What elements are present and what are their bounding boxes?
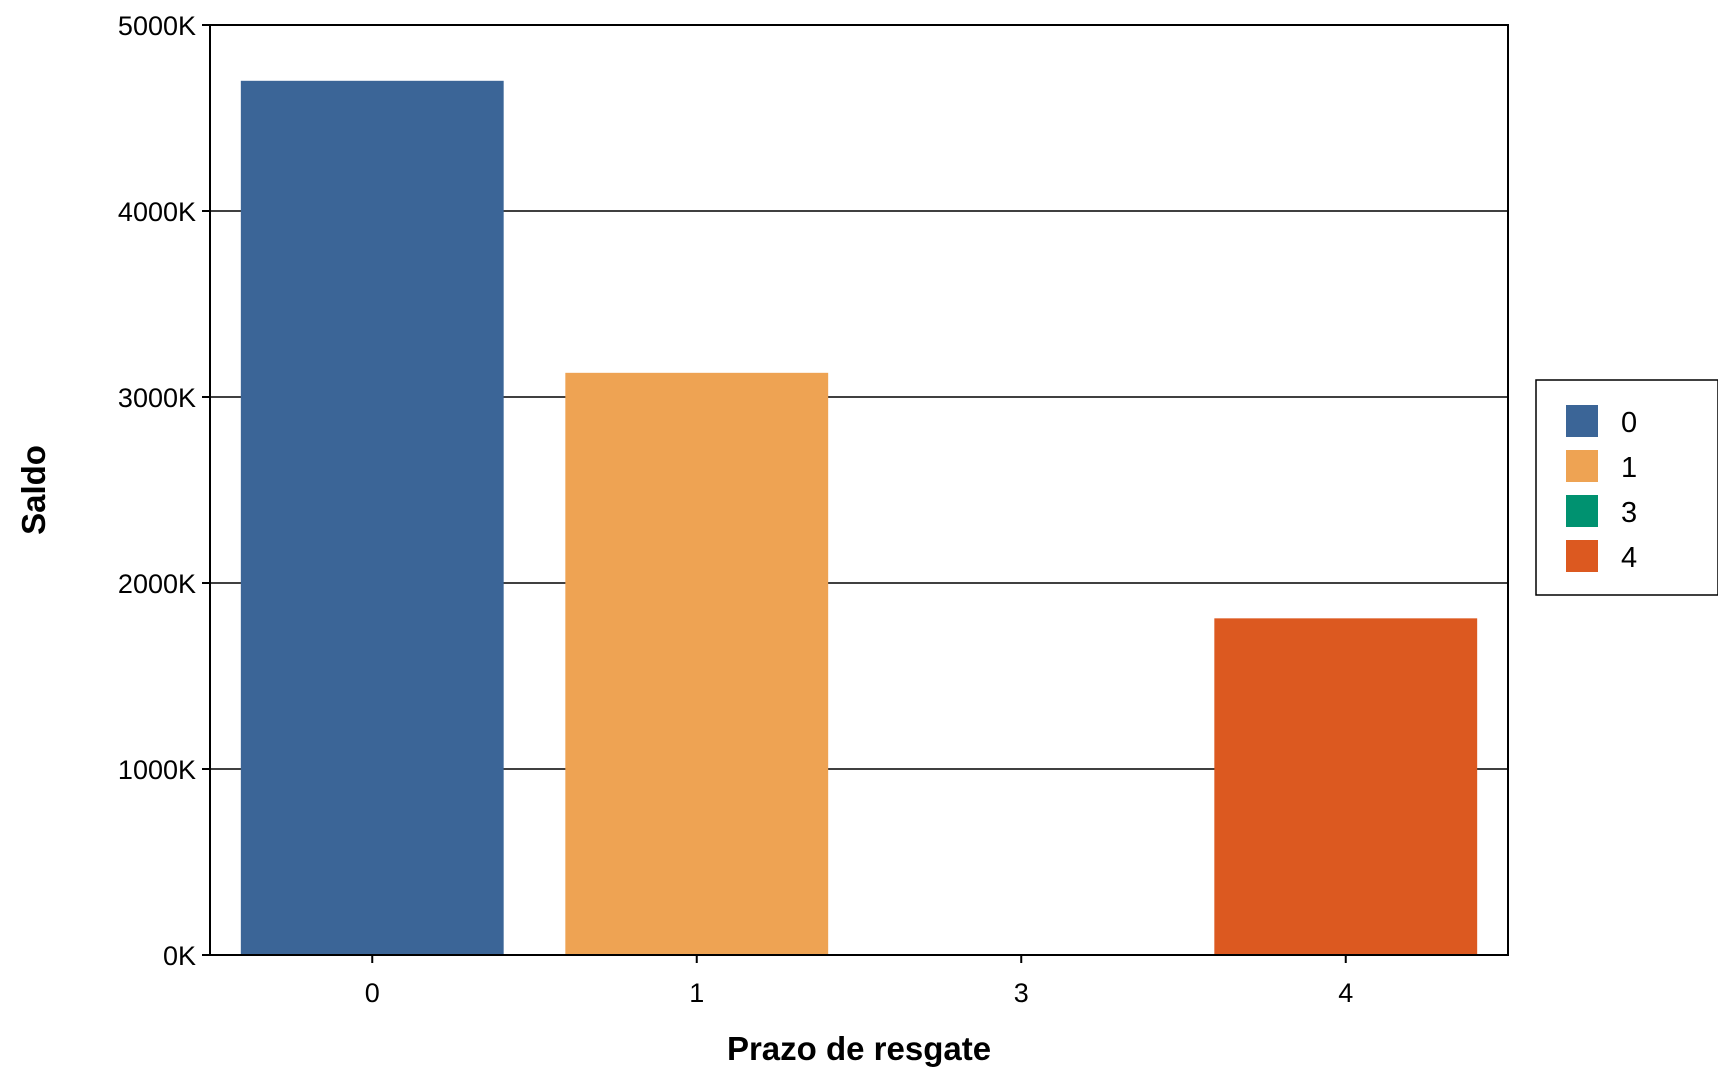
x-tick-label: 1 (689, 978, 704, 1008)
legend-swatch (1566, 540, 1598, 572)
legend-swatch (1566, 495, 1598, 527)
y-tick-label: 0K (163, 941, 196, 971)
plot-frame (209, 24, 1509, 956)
x-axis-ticks: 0 1 3 4 (365, 955, 1353, 1008)
y-tick-label: 1000K (118, 755, 196, 785)
x-tick-label: 4 (1338, 978, 1353, 1008)
legend-swatch (1566, 405, 1598, 437)
x-tick-label: 3 (1014, 978, 1029, 1008)
y-axis-ticks: 0K 1000K 2000K 3000K 4000K 5000K (118, 11, 210, 971)
bar-1 (565, 372, 829, 955)
legend: 0 1 3 4 (1535, 379, 1718, 596)
y-tick-label: 5000K (118, 11, 196, 41)
y-axis-title: Saldo (15, 445, 52, 535)
legend-label: 4 (1621, 542, 1637, 574)
legend-label: 3 (1621, 497, 1637, 529)
y-tick-label: 4000K (118, 197, 196, 227)
bar-4 (1214, 618, 1478, 955)
bars (240, 80, 1478, 956)
x-tick-label: 0 (365, 978, 380, 1008)
legend-label: 0 (1621, 407, 1637, 439)
legend-swatch (1566, 450, 1598, 482)
x-axis-title: Prazo de resgate (727, 1030, 991, 1067)
bar-0 (240, 80, 504, 956)
legend-label: 1 (1621, 452, 1637, 484)
y-tick-label: 2000K (118, 569, 196, 599)
y-tick-label: 3000K (118, 383, 196, 413)
